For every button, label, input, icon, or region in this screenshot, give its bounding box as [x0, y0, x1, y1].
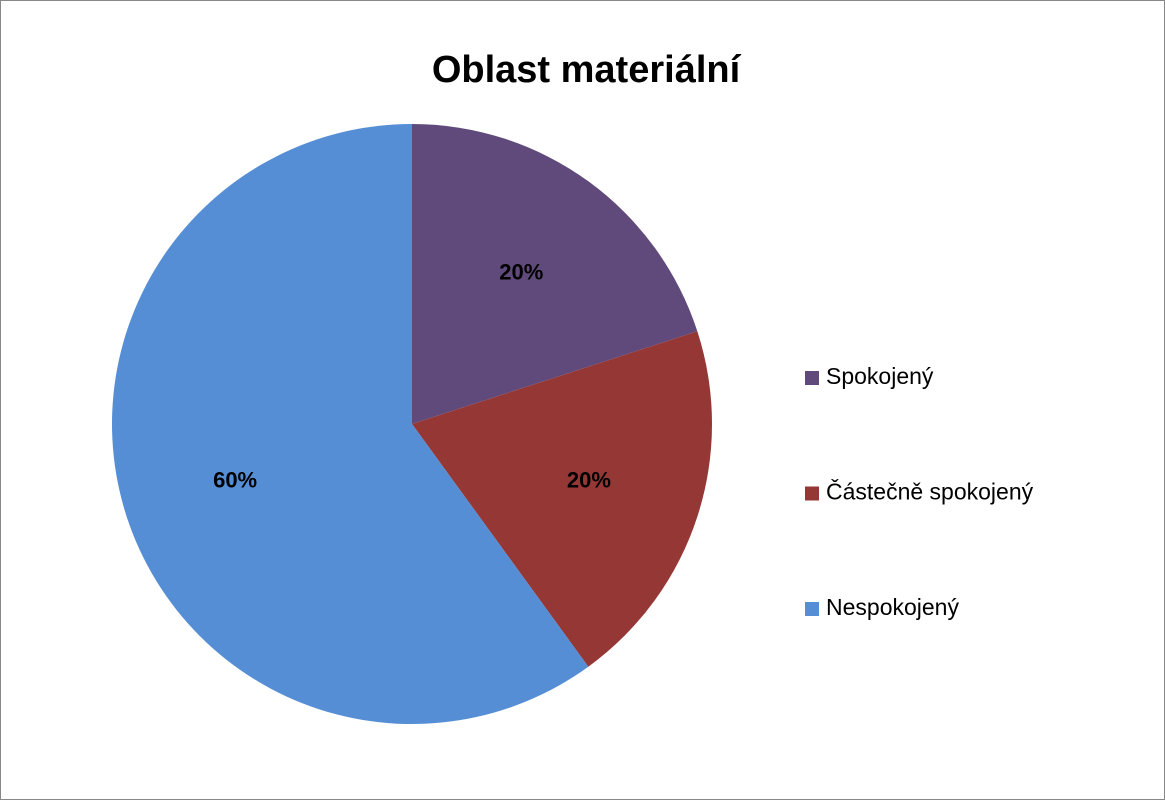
data-label: 20% [567, 467, 611, 492]
chart-title: Oblast materiální [432, 49, 742, 91]
legend-swatch [805, 371, 819, 385]
legend-swatch [805, 602, 819, 616]
legend-label: Částečně spokojený [826, 478, 1034, 505]
data-label: 20% [499, 259, 543, 284]
pie-slice [111, 124, 589, 724]
pie-slice [412, 331, 713, 667]
legend-swatch [805, 486, 819, 501]
legend-label: Nespokojený [826, 594, 959, 620]
data-label: 60% [213, 467, 257, 492]
pie-slice [412, 124, 698, 424]
legend-label: Spokojený [826, 363, 934, 389]
